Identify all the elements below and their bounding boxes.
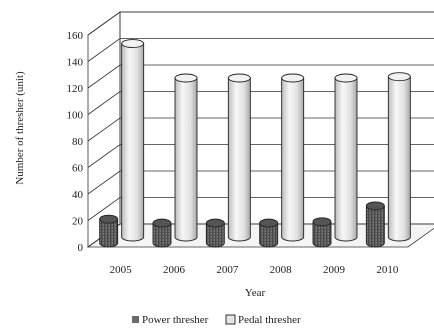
y-axis-ticks: 0 20 40 60 80 100 120 140 160 bbox=[67, 30, 84, 254]
gridline bbox=[87, 11, 434, 36]
y-tick-label: 20 bbox=[72, 216, 84, 228]
bar-pedal-thresher-top bbox=[387, 72, 411, 82]
gridline bbox=[87, 197, 434, 221]
bar-pedal-thresher bbox=[334, 77, 358, 242]
bar-group-2006 bbox=[152, 73, 198, 248]
bar-power-thresher-top bbox=[99, 214, 119, 224]
x-axis-title: Year bbox=[245, 287, 266, 299]
gridline bbox=[87, 223, 434, 248]
bars bbox=[99, 39, 411, 248]
bar-power-thresher bbox=[205, 222, 225, 248]
gridline bbox=[87, 38, 434, 62]
gridline bbox=[87, 64, 434, 89]
bar-power-thresher bbox=[152, 222, 172, 248]
gridline bbox=[87, 91, 434, 115]
bar-group-2005 bbox=[99, 39, 145, 248]
bar-group-2009 bbox=[312, 73, 358, 248]
x-tick-label: 2007 bbox=[216, 264, 239, 276]
x-tick-label: 2009 bbox=[323, 264, 346, 276]
gridline bbox=[87, 170, 434, 195]
legend: Power thresher Pedal thresher bbox=[132, 314, 301, 326]
bar-pedal-thresher bbox=[387, 76, 411, 242]
bar-pedal-thresher-top bbox=[281, 73, 305, 83]
bar-power-thresher bbox=[99, 218, 119, 248]
bar-power-thresher bbox=[365, 205, 385, 248]
bar-power-thresher-top bbox=[312, 217, 332, 227]
y-tick-label: 40 bbox=[72, 189, 84, 201]
bar-pedal-thresher bbox=[174, 77, 198, 242]
x-tick-label: 2005 bbox=[110, 264, 133, 276]
bar-power-thresher bbox=[312, 221, 332, 248]
x-tick-label: 2006 bbox=[163, 264, 186, 276]
y-tick-label: 80 bbox=[72, 136, 84, 148]
bar-power-thresher-top bbox=[365, 201, 385, 211]
gridlines bbox=[87, 11, 434, 248]
bar-pedal-thresher bbox=[121, 43, 145, 242]
legend-label-power-thresher: Power thresher bbox=[142, 314, 209, 326]
y-tick-label: 140 bbox=[67, 57, 84, 69]
bar-pedal-thresher bbox=[227, 77, 251, 242]
legend-swatch-pedal-thresher bbox=[225, 314, 236, 325]
bar-power-thresher-top bbox=[152, 218, 172, 228]
gridline bbox=[87, 117, 434, 142]
bar-pedal-thresher bbox=[281, 77, 305, 242]
x-tick-label: 2008 bbox=[270, 264, 293, 276]
y-tick-label: 160 bbox=[67, 30, 84, 42]
legend-label-pedal-thresher: Pedal thresher bbox=[238, 314, 301, 326]
bar-group-2007 bbox=[205, 73, 251, 248]
y-tick-label: 0 bbox=[78, 242, 84, 254]
bar-power-thresher bbox=[259, 222, 279, 248]
bar-pedal-thresher-top bbox=[121, 39, 145, 48]
legend-swatch-power-thresher bbox=[132, 316, 139, 323]
bar-power-thresher-top bbox=[205, 218, 225, 228]
bar-power-thresher-top bbox=[259, 218, 279, 228]
gridline bbox=[87, 144, 434, 168]
y-tick-label: 100 bbox=[67, 110, 84, 122]
x-tick-label: 2010 bbox=[376, 264, 399, 276]
bar-group-2008 bbox=[259, 73, 305, 248]
bar-pedal-thresher-top bbox=[227, 73, 251, 83]
bar-pedal-thresher-top bbox=[334, 73, 358, 83]
y-tick-label: 60 bbox=[72, 163, 84, 175]
y-tick-label: 120 bbox=[67, 83, 84, 95]
y-axis-title: Number of thresher (unit) bbox=[14, 71, 26, 185]
bar-pedal-thresher-top bbox=[174, 73, 198, 83]
bar-group-2010 bbox=[365, 72, 411, 248]
x-axis-ticks: 2005 2006 2007 2008 2009 2010 bbox=[110, 264, 399, 276]
